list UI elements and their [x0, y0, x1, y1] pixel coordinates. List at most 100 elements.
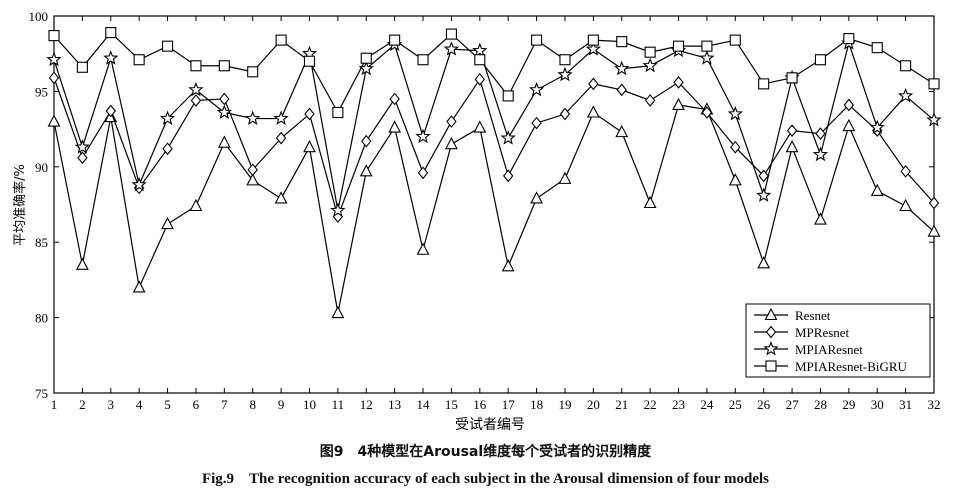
- x-tick-label: 22: [644, 397, 657, 412]
- data-point-mpresnet: [247, 163, 258, 177]
- data-point-mpiaresnet-bigru: [190, 60, 202, 72]
- y-tick-label: 85: [35, 235, 48, 250]
- y-axis-label: 平均准确率/%: [12, 164, 28, 246]
- data-point-mpresnet: [644, 94, 656, 107]
- data-point-resnet: [899, 198, 913, 212]
- x-tick-label: 11: [332, 397, 345, 412]
- data-point-mpiaresnet-bigru: [360, 52, 372, 64]
- data-point-mpresnet: [588, 77, 599, 91]
- data-point-mpresnet: [701, 106, 713, 119]
- line-chart: 1 2 3 4 5 6 7 8 9 10 11 12 13 14 15 16 17 18 19 20 21 22 23 24 2…: [12, 9, 942, 433]
- x-tick-label: 19: [558, 397, 571, 412]
- data-point-resnet: [757, 256, 771, 269]
- data-point-mpiaresnet: [245, 110, 261, 126]
- data-point-mpiaresnet-bigru: [786, 72, 798, 84]
- data-point-resnet: [47, 114, 61, 127]
- data-point-mpresnet: [446, 115, 457, 128]
- data-point-mpiaresnet: [131, 176, 147, 192]
- data-point-mpiaresnet-bigru: [133, 54, 145, 66]
- x-tick-label: 32: [928, 397, 941, 412]
- data-point-mpresnet: [190, 94, 202, 107]
- data-point-mpiaresnet-bigru: [445, 28, 457, 40]
- x-tick-label: 21: [615, 397, 628, 412]
- data-point-mpiaresnet: [642, 57, 658, 73]
- x-tick-label: 5: [164, 397, 171, 412]
- data-point-resnet: [501, 259, 515, 272]
- data-point-mpiaresnet-bigru: [672, 40, 685, 52]
- x-tick-label: 9: [278, 397, 285, 412]
- data-point-mpiaresnet-bigru: [559, 54, 571, 66]
- data-point-mpiaresnet: [756, 187, 772, 202]
- x-tick-label: 23: [672, 397, 685, 412]
- y-tick-label: 100: [29, 9, 49, 24]
- data-point-mpiaresnet: [443, 41, 460, 56]
- x-tick-label: 6: [193, 397, 200, 412]
- x-tick-label: 27: [786, 397, 800, 412]
- y-tick-label: 80: [35, 311, 48, 326]
- data-point-mpiaresnet: [585, 41, 601, 56]
- data-point-mpiaresnet: [500, 130, 516, 145]
- data-point-resnet: [416, 242, 430, 255]
- x-tick-label: 20: [587, 397, 600, 412]
- data-point-mpiaresnet-bigru: [758, 78, 770, 90]
- data-point-mpiaresnet: [74, 139, 91, 154]
- data-point-resnet: [586, 105, 600, 118]
- data-point-mpresnet: [673, 75, 684, 89]
- data-point-mpresnet: [417, 166, 429, 180]
- data-point-mpiaresnet: [472, 42, 488, 58]
- chart-axes: 1 2 3 4 5 6 7 8 9 10 11 12 13 14 15 16 17 18 19 20 21 22 23 24 2…: [29, 9, 941, 412]
- data-point-mpiaresnet: [897, 87, 914, 103]
- data-point-mpiaresnet-bigru: [474, 54, 486, 66]
- x-tick-label: 14: [417, 397, 431, 412]
- data-point-mpresnet: [502, 169, 514, 183]
- data-point-mpiaresnet-bigru: [729, 34, 741, 46]
- x-axis-label: 受试者编号: [455, 417, 525, 433]
- data-point-mpresnet: [361, 134, 372, 148]
- data-point-mpiaresnet: [273, 110, 289, 126]
- data-point-mpiaresnet-bigru: [644, 46, 656, 58]
- series-layer: [46, 27, 942, 319]
- data-point-mpiaresnet: [614, 60, 630, 76]
- data-point-mpiaresnet-bigru: [531, 34, 543, 46]
- legend-entry-mpiaresnet: MPIAResnet: [754, 340, 863, 357]
- data-point-mpiaresnet-bigru: [871, 42, 883, 54]
- data-point-mpiaresnet-bigru: [843, 33, 855, 45]
- data-point-mpiaresnet: [216, 104, 232, 119]
- y-tick-label: 75: [35, 386, 48, 401]
- data-point-mpresnet: [531, 116, 542, 130]
- data-point-mpiaresnet-bigru: [76, 61, 88, 73]
- data-point-resnet: [728, 173, 742, 186]
- data-point-mpiaresnet-bigru: [502, 90, 514, 102]
- x-tick-label: 10: [303, 397, 316, 412]
- legend-marker-triangle: [764, 307, 778, 321]
- legend-label: MPResnet: [795, 325, 850, 340]
- x-tick-label: 16: [473, 397, 487, 412]
- x-tick-label: 31: [899, 397, 912, 412]
- x-tick-label: 15: [445, 397, 458, 412]
- data-point-mpiaresnet: [869, 119, 885, 135]
- data-point-resnet: [388, 120, 402, 133]
- data-point-mpresnet: [815, 127, 826, 140]
- data-point-mpiaresnet-bigru: [247, 66, 259, 78]
- legend-box: [745, 303, 931, 378]
- legend-marker-star: [763, 340, 779, 356]
- series-mpresnet: [48, 71, 940, 223]
- legend-entry-mpiaresnet-bigru: MPIAResnet-BiGRU: [754, 359, 908, 374]
- data-point-resnet: [814, 212, 827, 225]
- data-point-resnet: [643, 195, 657, 209]
- legend-label: MPIAResnet-BiGRU: [795, 359, 908, 374]
- series-mpiaresnet-bigru: [48, 27, 940, 119]
- data-point-mpiaresnet-bigru: [161, 40, 174, 52]
- data-point-mpiaresnet-bigru: [701, 40, 713, 52]
- data-point-resnet: [75, 257, 89, 270]
- data-point-mpiaresnet-bigru: [900, 60, 912, 72]
- data-point-resnet: [274, 191, 288, 204]
- x-tick-label: 18: [530, 397, 543, 412]
- x-tick-label: 3: [108, 397, 115, 412]
- data-point-mpiaresnet: [46, 51, 62, 67]
- data-point-resnet: [303, 140, 316, 153]
- data-point-mpiaresnet-bigru: [587, 34, 599, 46]
- legend-marker-diamond: [765, 325, 777, 339]
- data-point-resnet: [558, 171, 572, 184]
- series-line-mpiaresnet: [53, 41, 935, 211]
